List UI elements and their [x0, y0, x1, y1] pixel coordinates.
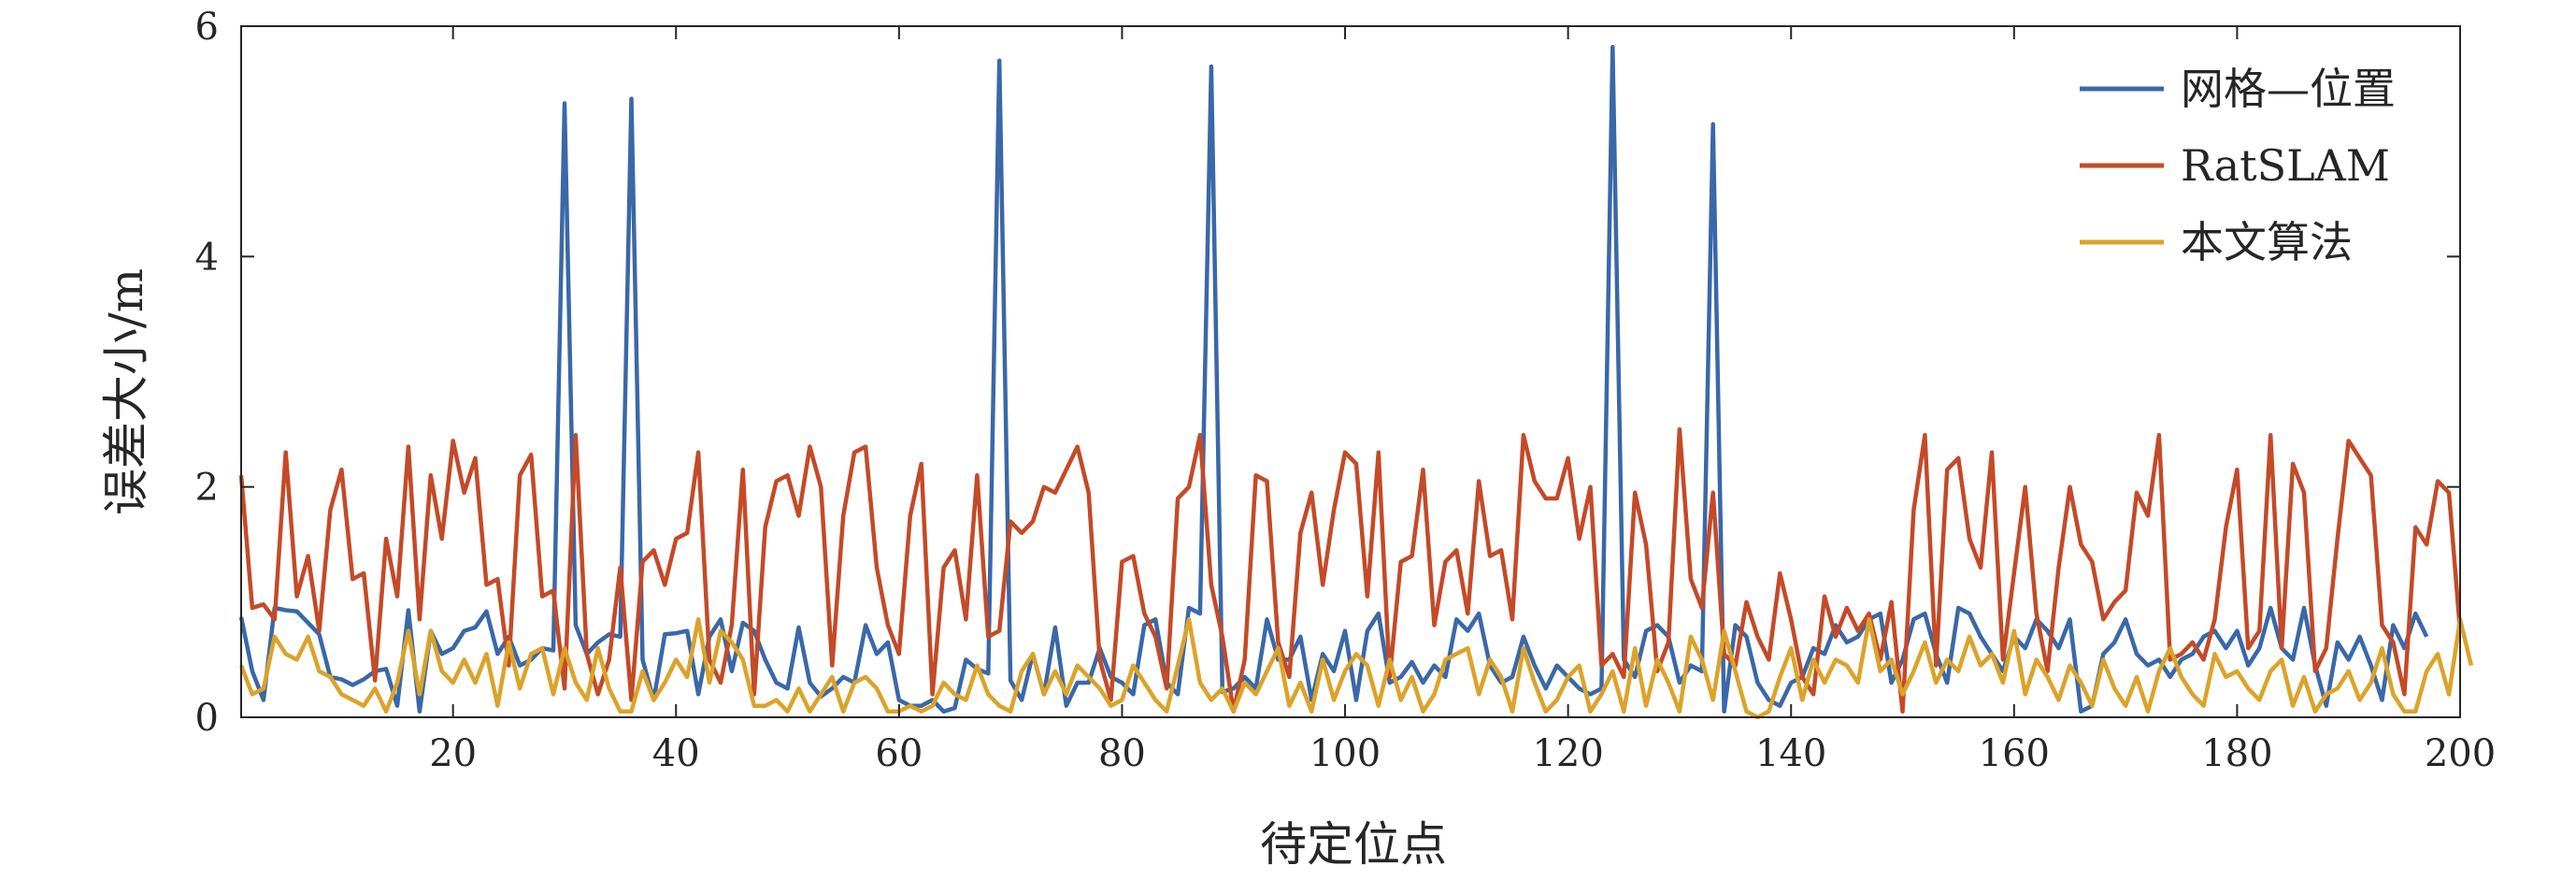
series-line-2	[238, 617, 2474, 720]
y-tick-label-0: 0	[195, 697, 219, 740]
x-tick-label-4: 100	[1309, 732, 1381, 775]
y-tick-label-3: 6	[195, 6, 219, 49]
x-tick-label-1: 40	[652, 732, 700, 775]
plot-frame	[240, 25, 2461, 718]
x-tick-label-0: 20	[429, 732, 477, 775]
x-tick-label-6: 140	[1755, 732, 1826, 775]
series-line-1	[238, 426, 2463, 714]
legend-label-2: 本文算法	[2181, 217, 2353, 267]
legend-label-0: 网格—位置	[2181, 64, 2396, 114]
x-tick-label-9: 200	[2425, 732, 2496, 775]
series-line-0	[238, 44, 2429, 714]
x-tick-label-5: 120	[1532, 732, 1603, 775]
series-layer	[238, 44, 2474, 720]
y-axis-label: 误差大小/m	[99, 268, 153, 515]
axes-layer	[240, 25, 2461, 718]
x-tick-label-7: 160	[1979, 732, 2050, 775]
y-tick-label-2: 4	[195, 236, 219, 279]
legend-label-1: RatSLAM	[2181, 140, 2390, 191]
y-tick-label-1: 2	[195, 467, 219, 510]
x-tick-label-3: 80	[1098, 732, 1146, 775]
x-tick-label-2: 60	[875, 732, 923, 775]
x-axis-label: 待定位点	[1260, 817, 1447, 872]
legend: 网格—位置 RatSLAM 本文算法	[2080, 64, 2396, 267]
tick-layer: 20 40 60 80 100 120 140 160 180 200 0 2 4 6	[195, 6, 2497, 775]
x-tick-label-8: 180	[2201, 732, 2272, 775]
